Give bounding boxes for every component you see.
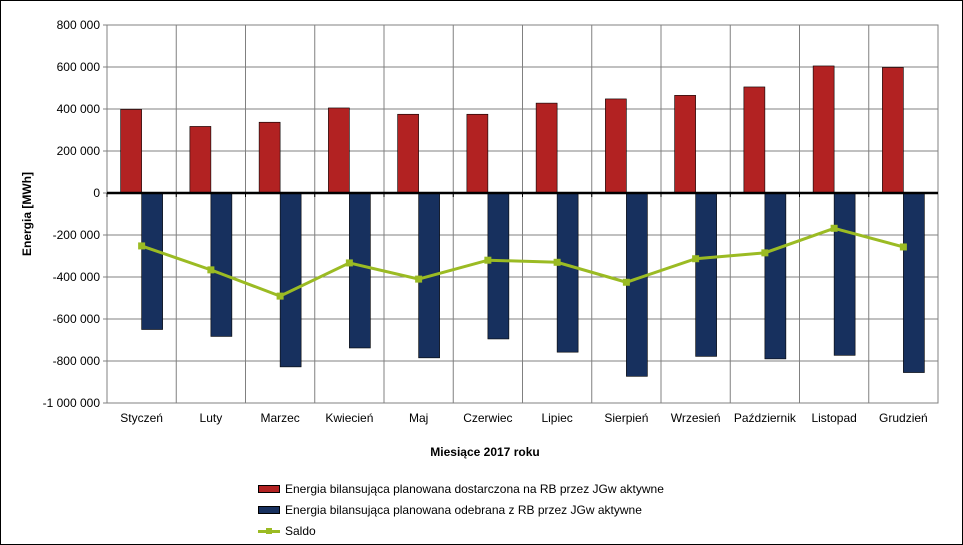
y-tick-label: -200 000 xyxy=(53,228,101,242)
bar-delivered xyxy=(535,102,558,194)
bar-received xyxy=(695,192,717,357)
y-axis-title: Energia [MWh] xyxy=(20,172,34,256)
bar-received xyxy=(833,192,856,356)
bar-delivered xyxy=(258,121,281,194)
legend-swatch-delivered xyxy=(258,484,280,493)
x-axis-title: Miesiące 2017 roku xyxy=(430,445,539,459)
legend-swatch-saldo xyxy=(258,526,280,536)
x-tick-label: Październik xyxy=(734,411,797,425)
legend-label-delivered: Energia bilansująca planowana dostarczon… xyxy=(285,481,664,496)
bar-received xyxy=(903,192,925,373)
y-tick-label: -600 000 xyxy=(53,312,101,326)
bar-delivered xyxy=(882,67,904,194)
gridlines xyxy=(103,24,938,404)
bar-delivered xyxy=(120,109,142,194)
legend: Energia bilansująca planowana dostarczon… xyxy=(258,478,664,541)
y-tick-label: 600 000 xyxy=(57,60,101,74)
saldo-polyline xyxy=(141,226,904,298)
bar-received xyxy=(210,192,233,337)
bar-delivered xyxy=(605,98,627,194)
saldo-marker xyxy=(622,278,630,286)
x-tick-label: Czerwiec xyxy=(463,411,512,425)
saldo-marker xyxy=(138,242,146,250)
bar-received xyxy=(487,192,510,340)
bar-received xyxy=(279,192,302,368)
bar-received xyxy=(349,192,371,349)
saldo-marker xyxy=(345,259,353,267)
x-tick-label: Listopad xyxy=(811,411,856,425)
bar-delivered xyxy=(812,65,835,194)
x-tick-label: Lipiec xyxy=(541,411,572,425)
saldo-marker xyxy=(553,258,561,266)
legend-item-saldo: Saldo xyxy=(258,520,664,541)
x-tick-label: Styczeń xyxy=(120,411,163,425)
x-tick-label: Maj xyxy=(409,411,428,425)
x-tick-label: Marzec xyxy=(260,411,299,425)
legend-label-saldo: Saldo xyxy=(285,523,316,538)
x-tick-label: Kwiecień xyxy=(325,411,373,425)
zero-axis xyxy=(106,191,938,197)
saldo-line xyxy=(138,224,907,300)
x-tick-label: Grudzień xyxy=(879,411,928,425)
y-tick-label: 0 xyxy=(93,186,100,200)
y-tick-label: 200 000 xyxy=(57,144,101,158)
bar-delivered xyxy=(397,113,419,194)
x-tick-label: Sierpień xyxy=(604,411,648,425)
saldo-marker xyxy=(415,275,423,283)
saldo-marker xyxy=(830,224,838,232)
legend-item-delivered: Energia bilansująca planowana dostarczon… xyxy=(258,478,664,499)
legend-item-received: Energia bilansująca planowana odebrana z… xyxy=(258,499,664,520)
bar-delivered xyxy=(466,113,489,194)
y-tick-label: 800 000 xyxy=(57,18,101,32)
saldo-marker xyxy=(692,255,700,263)
y-tick-label: -800 000 xyxy=(53,354,101,368)
y-tick-labels: 800 000 600 000 400 000 200 000 0 -200 000 -40… xyxy=(43,18,101,410)
x-tick-labels: Styczeń Luty Marzec Kwiecień Maj Czerwiec Lipi… xyxy=(120,411,927,425)
saldo-marker xyxy=(207,266,215,274)
y-tick-label: 400 000 xyxy=(57,102,101,116)
legend-label-received: Energia bilansująca planowana odebrana z… xyxy=(285,502,642,517)
x-tick-label: Luty xyxy=(200,411,223,425)
bar-received xyxy=(764,192,787,360)
bar-delivered xyxy=(189,126,212,194)
bar-received xyxy=(556,192,579,353)
bar-delivered xyxy=(743,86,766,194)
saldo-marker xyxy=(276,292,284,300)
saldo-marker xyxy=(484,256,492,264)
y-tick-label: -400 000 xyxy=(53,270,101,284)
bar-delivered xyxy=(674,95,696,194)
x-tick-label: Wrzesień xyxy=(671,411,721,425)
bar-delivered xyxy=(328,107,350,194)
bar-received xyxy=(141,192,163,330)
saldo-marker xyxy=(761,249,769,257)
saldo-marker xyxy=(899,243,907,251)
y-tick-label: -1 000 000 xyxy=(43,396,101,410)
legend-swatch-received xyxy=(258,505,280,514)
